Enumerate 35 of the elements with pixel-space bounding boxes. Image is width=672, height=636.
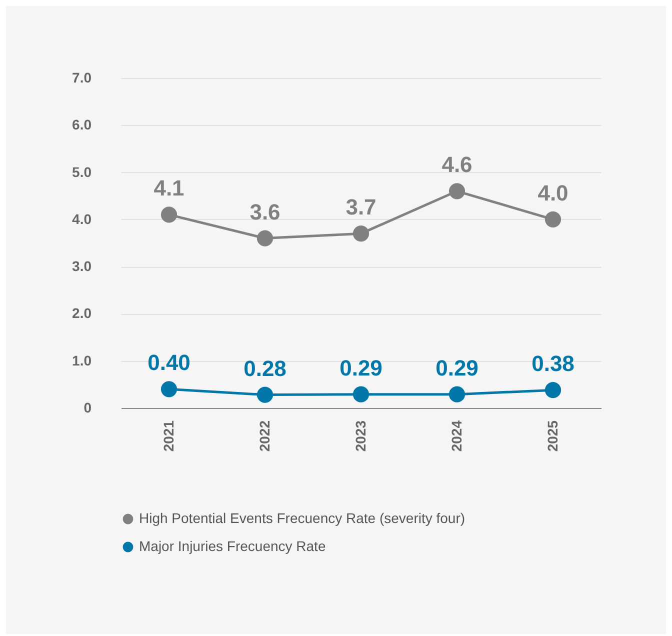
point: [544, 382, 562, 398]
legend-label: Major Injuries Frecuency Rate: [139, 538, 326, 554]
legend-label: High Potential Events Frecuency Rate (severity four): [139, 510, 466, 526]
y-tick-label: 7.0: [72, 70, 92, 86]
data-label: 0.29: [340, 355, 382, 380]
x-tick-label: 2023: [352, 420, 368, 452]
point: [352, 386, 370, 402]
point: [160, 206, 178, 223]
data-label: 0.29: [436, 355, 478, 380]
x-tick-label: 2022: [256, 420, 272, 452]
data-label: 4.6: [442, 152, 472, 178]
point: [352, 226, 370, 242]
data-label: 0.38: [532, 351, 574, 376]
x-tick-label: 2024: [448, 420, 464, 452]
point: [256, 386, 274, 403]
data-label: 0.40: [148, 350, 190, 376]
point: [160, 381, 178, 398]
y-tick-label: 2.0: [72, 305, 92, 322]
y-tick-label: 6.0: [72, 116, 92, 133]
point: [448, 386, 466, 402]
x-tick-label: 2021: [160, 420, 176, 452]
data-label: 4.0: [538, 180, 568, 206]
point: [544, 211, 562, 228]
y-tick-label: 0: [84, 400, 92, 416]
y-tick-label: 4.0: [72, 210, 92, 227]
y-tick-label: 5.0: [72, 164, 92, 180]
point: [256, 230, 274, 246]
data-label: 4.1: [154, 176, 184, 201]
data-label: 3.7: [346, 194, 376, 220]
data-label: 0.28: [244, 356, 286, 381]
y-tick-label: 1.0: [72, 352, 92, 368]
point: [448, 183, 466, 200]
x-tick-label: 2025: [544, 420, 560, 452]
data-label: 3.6: [250, 199, 280, 224]
y-tick-label: 3.0: [72, 258, 92, 274]
